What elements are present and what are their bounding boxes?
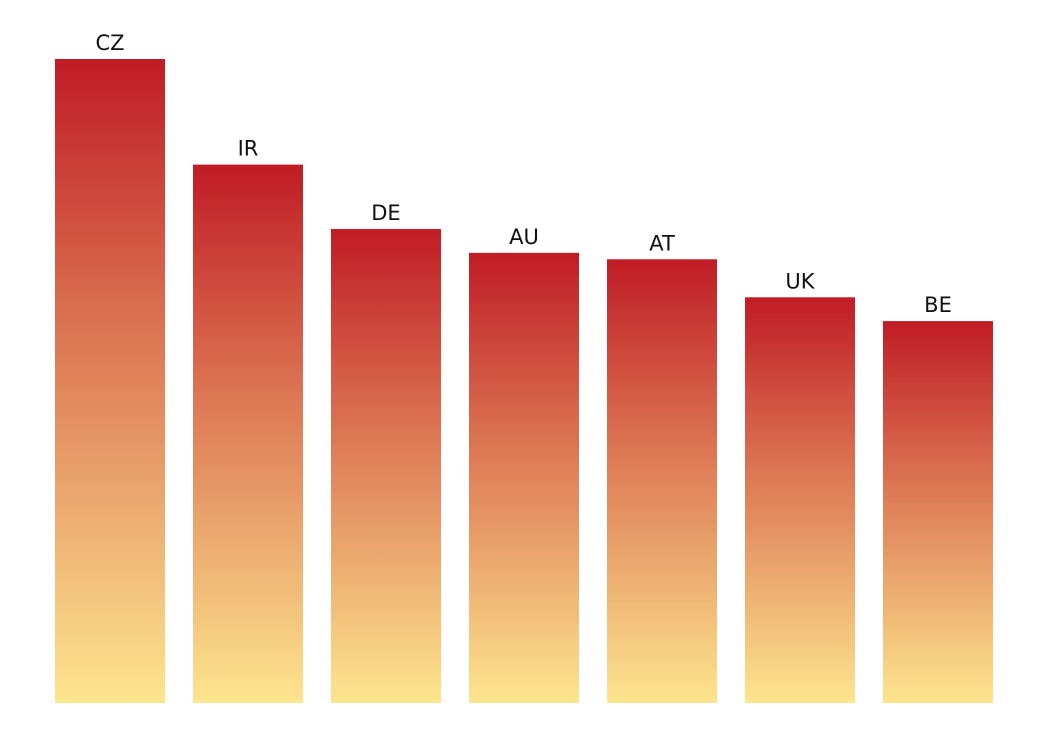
- bar-label-de: DE: [371, 201, 400, 225]
- bar-cz: [55, 59, 165, 703]
- bar-label-au: AU: [509, 225, 539, 249]
- bar-label-uk: UK: [785, 269, 815, 293]
- bar-be: [883, 321, 993, 703]
- bar-uk: [745, 297, 855, 703]
- bar-at: [607, 259, 717, 703]
- labels-layer: CZ IR DE AU AT UK BE: [95, 31, 951, 317]
- bar-de: [331, 229, 441, 704]
- bars-layer: [55, 59, 993, 704]
- bar-label-ir: IR: [238, 137, 259, 161]
- bar-au: [469, 252, 579, 703]
- bar-label-at: AT: [649, 231, 675, 255]
- bar-label-be: BE: [924, 293, 952, 317]
- bar-label-cz: CZ: [95, 31, 124, 55]
- bar-ir: [193, 164, 303, 704]
